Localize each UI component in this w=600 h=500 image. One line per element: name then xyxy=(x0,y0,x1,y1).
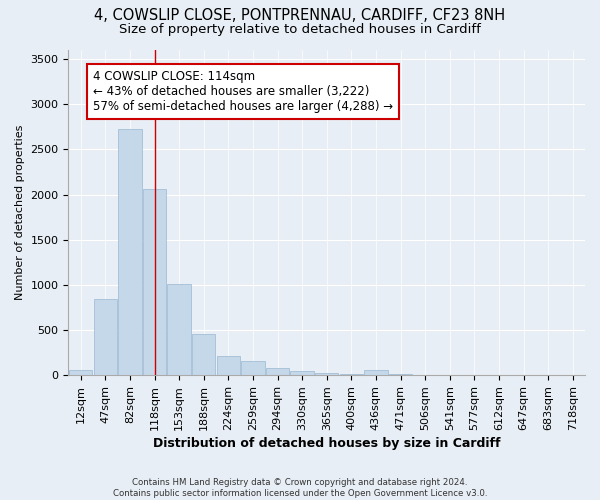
Bar xyxy=(69,370,92,375)
Text: Contains HM Land Registry data © Crown copyright and database right 2024.
Contai: Contains HM Land Registry data © Crown c… xyxy=(113,478,487,498)
X-axis label: Distribution of detached houses by size in Cardiff: Distribution of detached houses by size … xyxy=(153,437,500,450)
Bar xyxy=(143,189,166,375)
Text: Size of property relative to detached houses in Cardiff: Size of property relative to detached ho… xyxy=(119,22,481,36)
Bar xyxy=(167,284,191,375)
Bar xyxy=(290,371,314,375)
Bar xyxy=(389,374,412,375)
Bar xyxy=(364,370,388,375)
Bar xyxy=(217,356,240,375)
Bar xyxy=(192,334,215,375)
Y-axis label: Number of detached properties: Number of detached properties xyxy=(15,125,25,300)
Bar xyxy=(241,361,265,375)
Text: 4, COWSLIP CLOSE, PONTPRENNAU, CARDIFF, CF23 8NH: 4, COWSLIP CLOSE, PONTPRENNAU, CARDIFF, … xyxy=(94,8,506,22)
Bar xyxy=(94,300,117,375)
Bar xyxy=(266,368,289,375)
Bar xyxy=(315,372,338,375)
Text: 4 COWSLIP CLOSE: 114sqm
← 43% of detached houses are smaller (3,222)
57% of semi: 4 COWSLIP CLOSE: 114sqm ← 43% of detache… xyxy=(93,70,393,113)
Bar xyxy=(340,374,363,375)
Bar xyxy=(118,130,142,375)
